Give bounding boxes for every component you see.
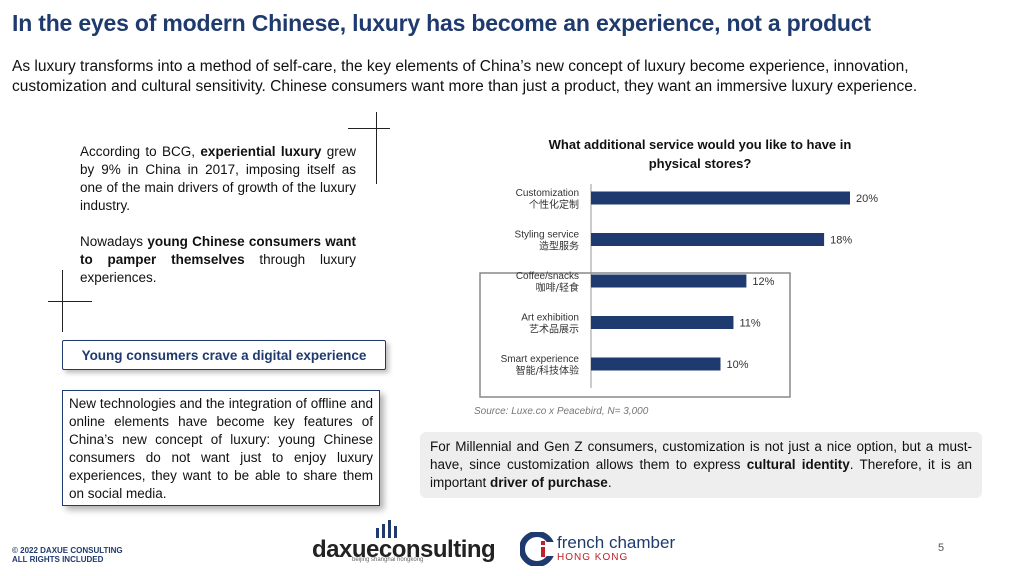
bar-art-exhibition: [591, 316, 734, 329]
page-number: 5: [938, 542, 945, 554]
value-label: 11%: [739, 318, 760, 330]
decorative-cross-line: [348, 128, 390, 129]
intro-text: As luxury transforms into a method of se…: [12, 57, 1012, 97]
highlight-box: [479, 272, 791, 398]
bar-smart-experience: [591, 357, 721, 371]
category-label-chinese: 造型服务: [539, 240, 579, 253]
daxue-consulting-logo: daxueconsulting: [312, 520, 496, 564]
bar-customization: [591, 191, 850, 205]
value-label: 18%: [830, 235, 852, 247]
value-label: 10%: [727, 359, 749, 371]
bar-styling-service: [591, 233, 825, 246]
intro-line-2: customization and cultural sensitivity. …: [12, 78, 918, 95]
bars-icon: [376, 520, 397, 538]
value-label: 20%: [856, 193, 878, 205]
category-label: Art exhibition: [521, 313, 579, 324]
customization-callout: For Millennial and Gen Z consumers, cust…: [420, 432, 982, 498]
category-label: Styling service: [515, 230, 580, 241]
category-label: Smart experience: [501, 354, 580, 365]
decorative-cross-line: [62, 270, 63, 332]
young-consumers-paragraph: Nowadays young Chinese consumers want to…: [80, 234, 356, 285]
copyright: © 2022 DAXUE CONSULTING ALL RIGHTS INCLU…: [12, 546, 123, 564]
french-chamber-location: HONG KONG: [557, 552, 629, 563]
category-label-chinese: 咖啡/轻食: [536, 281, 579, 294]
decorative-cross-line: [48, 301, 92, 302]
technology-text-box: New technologies and the integration of …: [62, 390, 380, 506]
intro-line-1: As luxury transforms into a method of se…: [12, 58, 909, 75]
french-chamber-icon: [520, 532, 554, 566]
category-label-chinese: 艺术品展示: [529, 324, 579, 336]
decorative-cross-line: [376, 112, 377, 184]
bar-coffee-snacks: [591, 274, 747, 288]
bcg-paragraph: According to BCG, experiential luxury gr…: [80, 144, 356, 213]
category-label-chinese: 智能/科技体验: [516, 364, 579, 377]
french-chamber-name: french chamber: [557, 533, 676, 552]
category-label: Coffee/snacks: [516, 271, 579, 282]
category-label-chinese: 个性化定制: [529, 198, 579, 211]
value-label: 12%: [752, 276, 774, 288]
digital-experience-label: Young consumers crave a digital experien…: [62, 340, 386, 370]
chart-source: Source: Luxe.co x Peacebird, N= 3,000: [474, 406, 649, 417]
category-label: Customization: [516, 188, 579, 199]
daxue-tagline: beijing shanghai hongkong: [352, 557, 424, 563]
page-title: In the eyes of modern Chinese, luxury ha…: [12, 10, 871, 36]
chart-title: What additional service would you like t…: [548, 137, 852, 171]
